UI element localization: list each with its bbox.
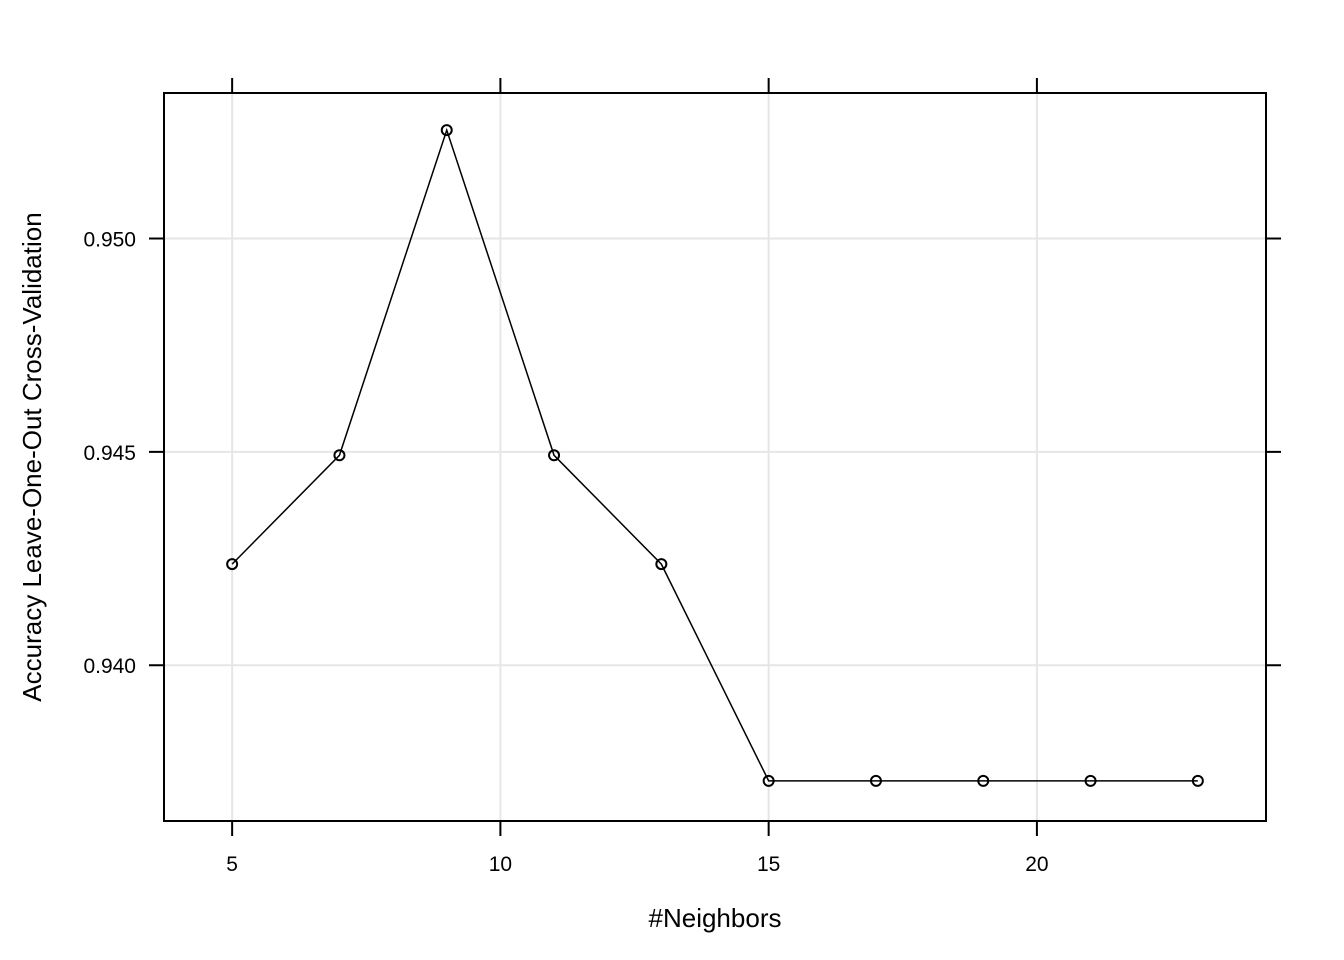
x-tick-label: 10 — [489, 853, 512, 876]
plot-area — [226, 124, 1204, 787]
x-axis-title: #Neighbors — [649, 903, 782, 933]
data-point — [977, 774, 990, 787]
data-point — [869, 774, 882, 787]
plot-frame — [163, 92, 1267, 822]
grid — [164, 93, 1266, 821]
x-tick-label: 20 — [1025, 853, 1048, 876]
data-point — [655, 558, 668, 571]
y-tick-label: 0.940 — [83, 655, 136, 678]
x-tick-label: 15 — [757, 853, 780, 876]
axis-ticks — [149, 78, 1281, 836]
y-tick-label: 0.950 — [83, 229, 136, 252]
tick-labels: 5 10 15 20 0.940 0.945 0.950 — [83, 229, 1048, 876]
data-point — [1084, 774, 1097, 787]
x-tick-label: 5 — [226, 853, 238, 876]
series-line — [231, 127, 1198, 782]
data-point — [762, 774, 775, 787]
data-point — [548, 449, 561, 462]
y-tick-label: 0.945 — [83, 442, 136, 465]
y-axis-title: Accuracy Leave-One-Out Cross-Validation — [17, 212, 47, 701]
data-point — [226, 558, 239, 571]
data-point — [440, 124, 453, 137]
data-point — [1191, 774, 1204, 787]
data-point — [333, 449, 346, 462]
